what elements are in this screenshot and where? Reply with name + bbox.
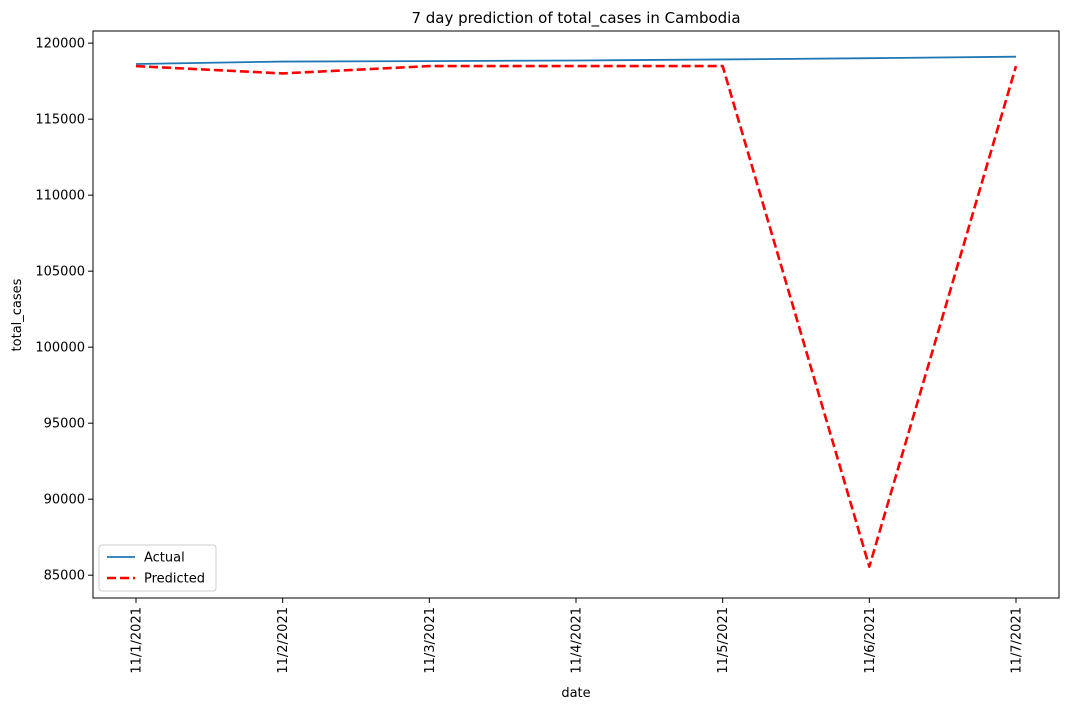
y-tick-label: 100000 — [35, 341, 85, 356]
legend: Actual Predicted — [98, 544, 217, 592]
y-tick-label: 85000 — [44, 569, 85, 584]
x-tick-label: 11/1/2021 — [130, 607, 145, 674]
y-axis: 85000 90000 95000 100000 105000 110000 115000 1… — [35, 37, 93, 584]
y-tick-label: 90000 — [44, 493, 85, 508]
x-axis-label: date — [561, 686, 590, 701]
y-tick-label: 95000 — [44, 417, 85, 432]
x-tick-label: 11/5/2021 — [716, 607, 731, 674]
y-tick-label: 105000 — [35, 265, 85, 280]
y-tick-label: 110000 — [35, 189, 85, 204]
chart-title: 7 day prediction of total_cases in Cambo… — [411, 9, 740, 28]
y-tick-label: 115000 — [35, 113, 85, 128]
y-axis-label: total_cases — [10, 278, 25, 351]
x-tick-label: 11/3/2021 — [423, 607, 438, 674]
x-axis: 11/1/2021 11/2/2021 11/3/2021 11/4/2021 11/5… — [130, 598, 1025, 674]
x-tick-label: 11/7/2021 — [1010, 607, 1025, 674]
x-tick-label: 11/4/2021 — [570, 607, 585, 674]
legend-label-actual: Actual — [144, 551, 185, 566]
y-tick-label: 120000 — [35, 37, 85, 52]
x-tick-label: 11/2/2021 — [276, 607, 291, 674]
series-line-predicted — [135, 64, 1018, 568]
plot-area — [135, 55, 1018, 568]
legend-label-predicted: Predicted — [144, 572, 205, 587]
x-tick-label: 11/6/2021 — [863, 607, 878, 674]
series-line-actual — [135, 55, 1017, 65]
